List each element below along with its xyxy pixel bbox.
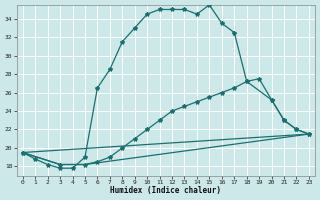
X-axis label: Humidex (Indice chaleur): Humidex (Indice chaleur): [110, 186, 221, 195]
